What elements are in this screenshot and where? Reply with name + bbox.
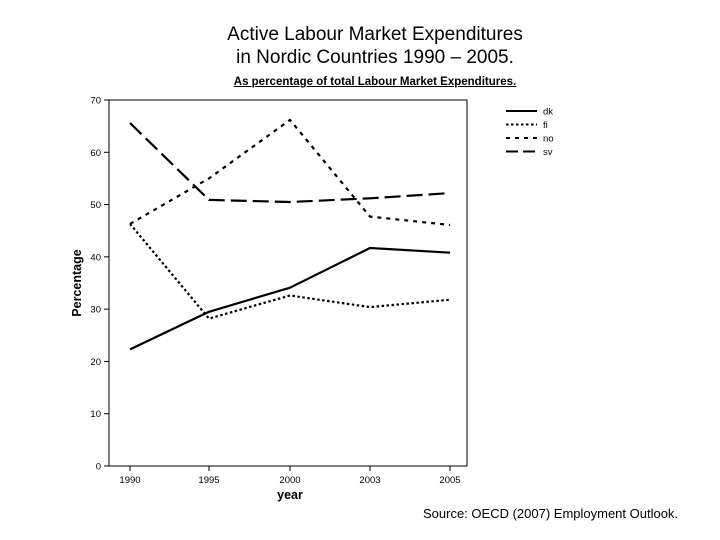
x-tick-label: 1995 xyxy=(198,475,219,486)
x-tick-label: 2003 xyxy=(359,475,380,486)
y-tick-label: 0 xyxy=(96,462,101,473)
y-tick-label: 10 xyxy=(90,409,101,420)
source-note: Source: OECD (2007) Employment Outlook. xyxy=(423,506,679,521)
chart-title-line-2: in Nordic Countries 1990 – 2005. xyxy=(236,47,514,68)
y-tick-label: 50 xyxy=(90,200,101,211)
series-line-fi xyxy=(129,223,451,320)
series-line-sv xyxy=(129,122,451,204)
x-tick-label: 2005 xyxy=(439,475,460,486)
legend-label-dk: dk xyxy=(543,107,553,118)
y-tick-label: 30 xyxy=(90,305,101,316)
y-tick-label: 70 xyxy=(90,96,101,107)
y-tick-label: 60 xyxy=(90,148,101,159)
chart-subtitle: As percentage of total Labour Market Exp… xyxy=(233,76,517,88)
series-line-dk xyxy=(129,246,451,351)
series-line-no xyxy=(129,118,451,227)
legend-label-fi: fi xyxy=(543,120,548,131)
y-axis-title: Percentage xyxy=(70,249,84,316)
x-tick-label: 2000 xyxy=(279,475,300,486)
legend-label-no: no xyxy=(543,134,554,145)
chart-title-line-1: Active Labour Market Expenditures xyxy=(227,24,523,45)
y-tick-label: 20 xyxy=(90,357,101,368)
x-axis-title: year xyxy=(277,488,303,502)
y-tick-label: 40 xyxy=(90,252,101,263)
legend-label-sv: sv xyxy=(543,147,553,158)
x-tick-label: 1990 xyxy=(119,475,140,486)
